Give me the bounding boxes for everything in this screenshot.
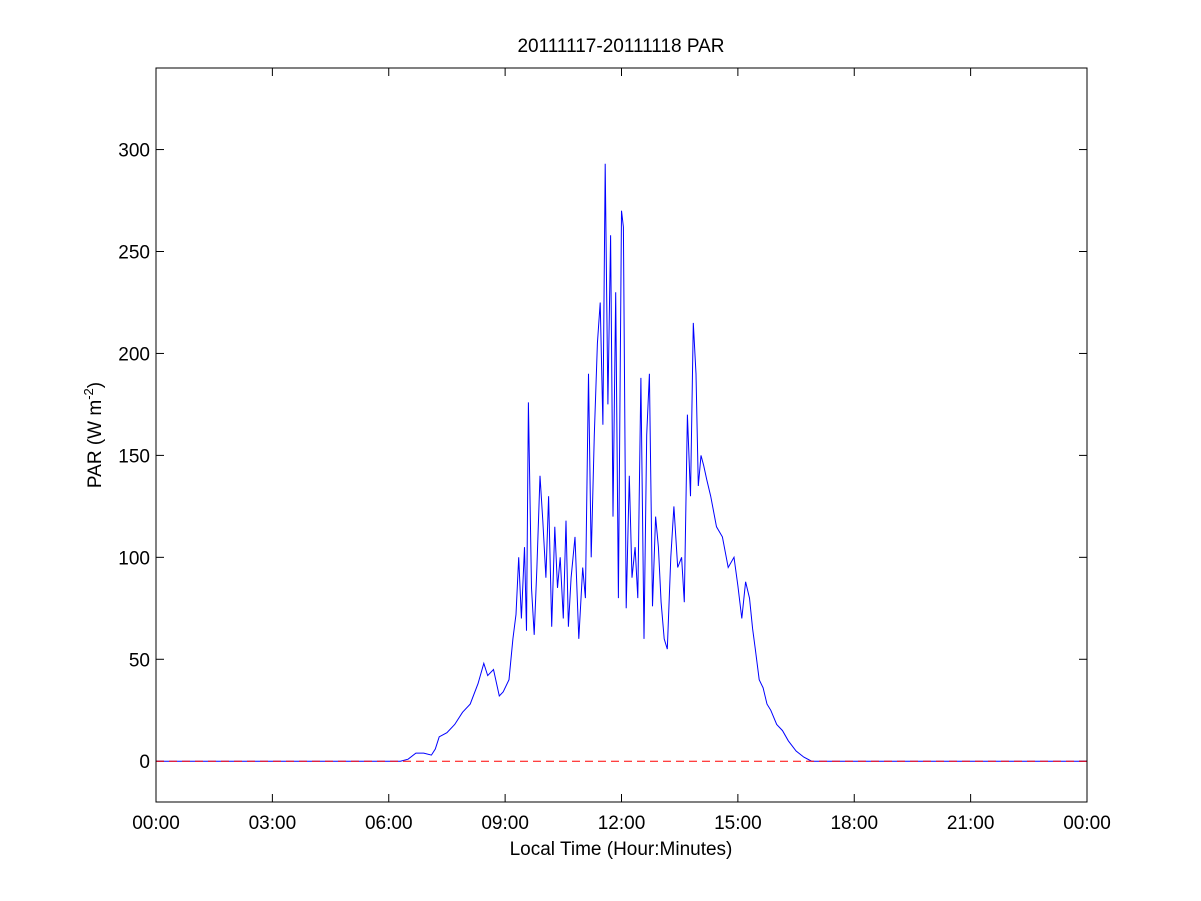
plot-series — [156, 163, 1087, 762]
x-tick-label: 06:00 — [365, 813, 413, 834]
chart-title: 20111117-20111118 PAR — [517, 36, 724, 57]
y-axis-ticks: 0 50 100 150 200 250 300 — [118, 141, 1087, 773]
x-tick-label: 00:00 — [132, 813, 180, 834]
x-tick-label: 21:00 — [947, 813, 995, 834]
x-axis-ticks: 00:00 03:00 06:00 09:00 12:00 15:00 18:00 21:00… — [132, 68, 1111, 834]
x-tick-label: 15:00 — [714, 813, 762, 834]
y-axis-label-close: ) — [85, 382, 106, 388]
x-tick-label: 12:00 — [598, 813, 646, 834]
y-tick-label: 250 — [118, 243, 150, 264]
y-axis-label-main: PAR (W m — [85, 400, 106, 488]
y-tick-label: 100 — [118, 548, 150, 569]
y-tick-label: 150 — [118, 446, 150, 467]
x-tick-label: 03:00 — [249, 813, 297, 834]
x-axis-label: Local Time (Hour:Minutes) — [510, 839, 733, 860]
y-tick-label: 200 — [118, 344, 150, 365]
y-axis-label-superscript: -2 — [81, 388, 96, 400]
y-tick-label: 300 — [118, 141, 150, 162]
y-axis-label: PAR (W m-2) — [81, 382, 106, 488]
y-tick-label: 50 — [129, 650, 150, 671]
y-tick-label: 0 — [139, 752, 150, 773]
x-tick-label: 09:00 — [481, 813, 529, 834]
par-series-line — [156, 163, 1087, 762]
plot-area-frame — [155, 67, 1088, 803]
x-tick-label: 18:00 — [830, 813, 878, 834]
x-tick-label: 00:00 — [1063, 813, 1111, 834]
